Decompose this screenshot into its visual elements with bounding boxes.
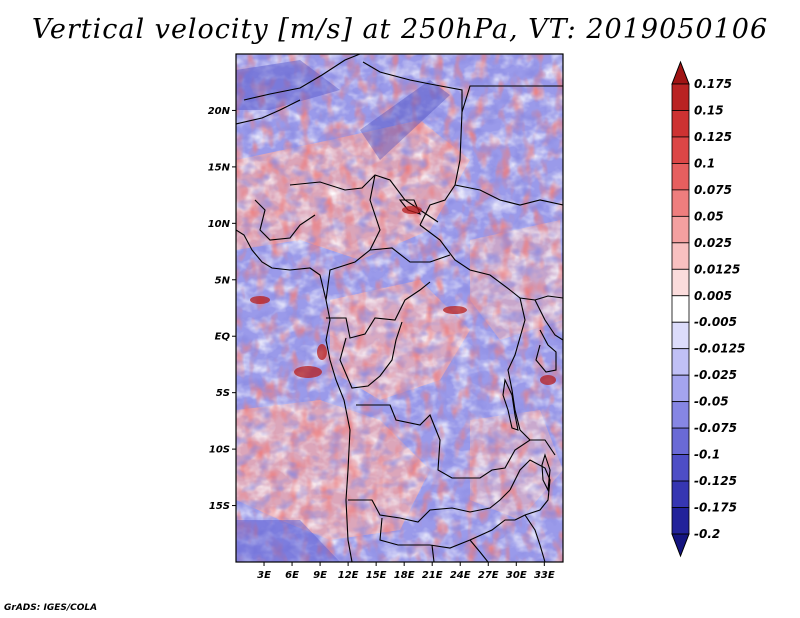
figure-title: Vertical velocity [m/s] at 250hPa, VT: 2…	[31, 14, 769, 45]
colorbar-swatch	[671, 401, 690, 429]
lake-tanganyika	[502, 378, 519, 431]
map-frame	[235, 53, 564, 563]
colorbar-swatch	[671, 454, 690, 482]
colorbar-label: 0.075	[694, 183, 732, 197]
border-line	[369, 247, 451, 263]
velocity-field	[236, 54, 563, 562]
border-line	[509, 459, 551, 521]
colorbar-swatch	[671, 83, 690, 111]
field-region	[236, 60, 340, 110]
colorbar-swatch	[671, 268, 690, 297]
border-line	[534, 299, 563, 341]
border-line	[339, 321, 403, 389]
colorbar-swatch	[671, 348, 690, 376]
colorbar-label: -0.075	[694, 421, 737, 435]
lon-label: 21E	[422, 570, 443, 581]
border-line	[326, 281, 431, 339]
lake-victoria	[535, 329, 557, 373]
lon-label: 30E	[506, 570, 527, 581]
colorbar-swatch	[671, 480, 690, 508]
lon-label: 9E	[313, 570, 327, 581]
colorbar-swatch	[671, 374, 690, 403]
border-line	[419, 224, 563, 301]
lon-label: 27E	[478, 570, 499, 581]
colorbar-label: -0.1	[694, 448, 720, 462]
colorbar-swatch	[671, 242, 690, 270]
lon-label: 12E	[338, 570, 359, 581]
lat-label: 10N	[208, 219, 231, 230]
lon-label: 33E	[534, 570, 555, 581]
colorbar-label: -0.005	[694, 315, 737, 329]
colorbar-swatch	[671, 215, 690, 244]
lon-label: 3E	[257, 570, 271, 581]
lat-label: EQ	[215, 332, 231, 343]
lat-label: 20N	[208, 106, 231, 117]
colorbar-swatch	[671, 295, 690, 323]
colorbar-label: -0.175	[694, 501, 737, 515]
border-line	[243, 54, 361, 101]
border-line	[524, 514, 546, 562]
coastline	[236, 229, 353, 562]
border-line	[379, 517, 515, 549]
lat-label: 5N	[215, 275, 231, 286]
border-line	[348, 489, 511, 523]
field-region	[236, 520, 340, 562]
political-borders	[236, 54, 563, 562]
lake-chad	[398, 199, 421, 215]
colorbar: 0.175 0.15 0.125 0.1 0.075 0.05 0.025 0.0125 0.0…	[671, 60, 745, 558]
colorbar-label: -0.125	[694, 474, 737, 488]
colorbar-swatch	[671, 110, 690, 138]
colorbar-label: -0.2	[694, 527, 720, 541]
colorbar-label: -0.025	[694, 368, 737, 382]
footer-credit: GrADS: IGES/COLA	[4, 603, 98, 613]
lon-label: 15E	[366, 570, 387, 581]
border-line	[254, 199, 316, 241]
lon-label: 6E	[285, 570, 299, 581]
lat-label: 10S	[209, 445, 230, 456]
colorbar-label: -0.0125	[694, 342, 745, 356]
lat-label: 15N	[208, 162, 231, 173]
border-line	[454, 184, 563, 206]
intense-patches	[250, 206, 556, 385]
lat-label: 5S	[216, 388, 230, 399]
lake-malawi	[541, 453, 551, 492]
border-line	[469, 539, 489, 562]
border-line	[356, 404, 556, 479]
colorbar-label: 0.1	[694, 156, 715, 170]
border-line	[507, 297, 531, 441]
colorbar-bottom-arrow	[671, 533, 690, 558]
colorbar-label: 0.15	[694, 103, 724, 117]
border-line	[236, 99, 301, 125]
colorbar-swatch	[671, 189, 690, 217]
colorbar-label: 0.025	[694, 236, 732, 250]
lat-label: 15S	[209, 501, 230, 512]
latitude-axis: 20N 15N 10N 5N EQ 5S 10S 15S	[208, 106, 236, 512]
colorbar-top-arrow	[671, 60, 690, 85]
colorbar-swatch	[671, 321, 690, 350]
colorbar-label: 0.05	[694, 209, 724, 223]
lon-label: 18E	[394, 570, 415, 581]
colorbar-label: 0.005	[694, 289, 732, 303]
field-texture	[236, 54, 563, 562]
border-line	[461, 85, 563, 113]
colorbar-swatch	[671, 136, 690, 164]
colorbar-label: 0.125	[694, 130, 732, 144]
colorbar-label: 0.0125	[694, 262, 740, 276]
colorbar-label: 0.175	[694, 77, 732, 91]
colorbar-swatch	[671, 163, 690, 191]
border-line	[431, 544, 435, 562]
colorbar-label: -0.05	[694, 395, 729, 409]
lon-label: 24E	[450, 570, 471, 581]
longitude-axis: 3E 6E 9E 12E 15E 18E 21E 24E 27E 30E 33E	[257, 562, 555, 581]
colorbar-swatch	[671, 507, 690, 535]
field-region	[360, 80, 450, 160]
colorbar-swatch	[671, 427, 690, 455]
